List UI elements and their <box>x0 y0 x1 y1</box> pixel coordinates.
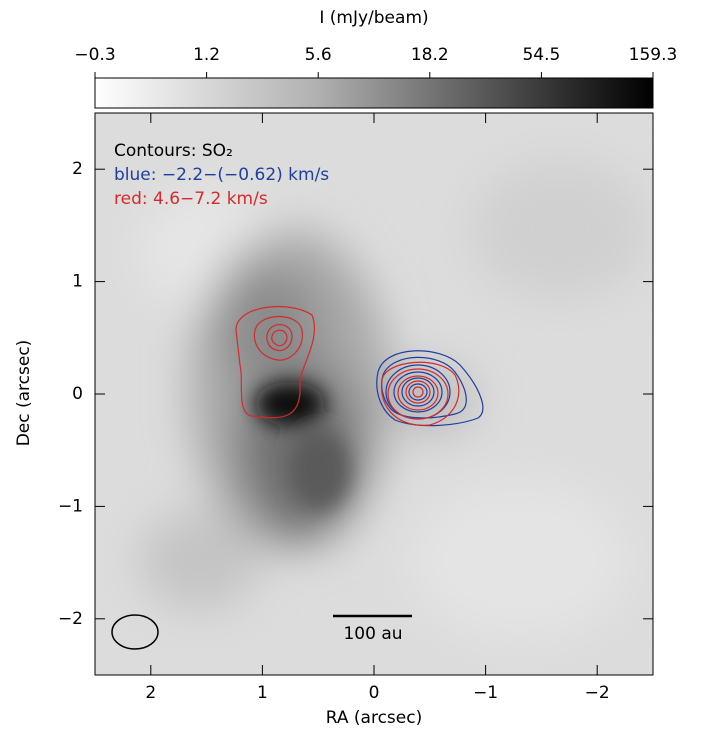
annotation: blue: −2.2−(−0.62) km/s <box>114 165 329 185</box>
annotation: red: 4.6−7.2 km/s <box>114 189 268 209</box>
colorbar-tick-label: 54.5 <box>522 45 560 65</box>
colorbar-tick-label: 5.6 <box>305 45 332 65</box>
colorbar-tick-label: −0.3 <box>74 45 115 65</box>
x-tick-label: 1 <box>257 683 268 703</box>
beam <box>111 614 159 650</box>
x-axis-label: RA (arcsec) <box>326 708 422 728</box>
contours <box>235 305 484 427</box>
y-tick-label: 1 <box>72 272 83 292</box>
x-tick-label: 2 <box>145 683 156 703</box>
y-tick-label: 2 <box>72 159 83 179</box>
y-tick-label: −2 <box>58 609 83 629</box>
annotation: Contours: SO₂ <box>114 141 233 161</box>
colorbar-label: I (mJy/beam) <box>319 8 428 28</box>
colorbar <box>94 77 654 109</box>
x-tick-label: −1 <box>473 683 498 703</box>
colorbar-tick-label: 18.2 <box>411 45 449 65</box>
y-axis-label: Dec (arcsec) <box>14 340 34 447</box>
x-tick-label: 0 <box>369 683 380 703</box>
x-tick-label: −2 <box>585 683 610 703</box>
scale-bar-label: 100 au <box>343 624 402 644</box>
y-tick-label: 0 <box>72 384 83 404</box>
colorbar-tick-label: 159.3 <box>629 45 678 65</box>
intensity-image <box>95 113 653 675</box>
colorbar-tick-label: 1.2 <box>193 45 220 65</box>
y-tick-label: −1 <box>58 496 83 516</box>
